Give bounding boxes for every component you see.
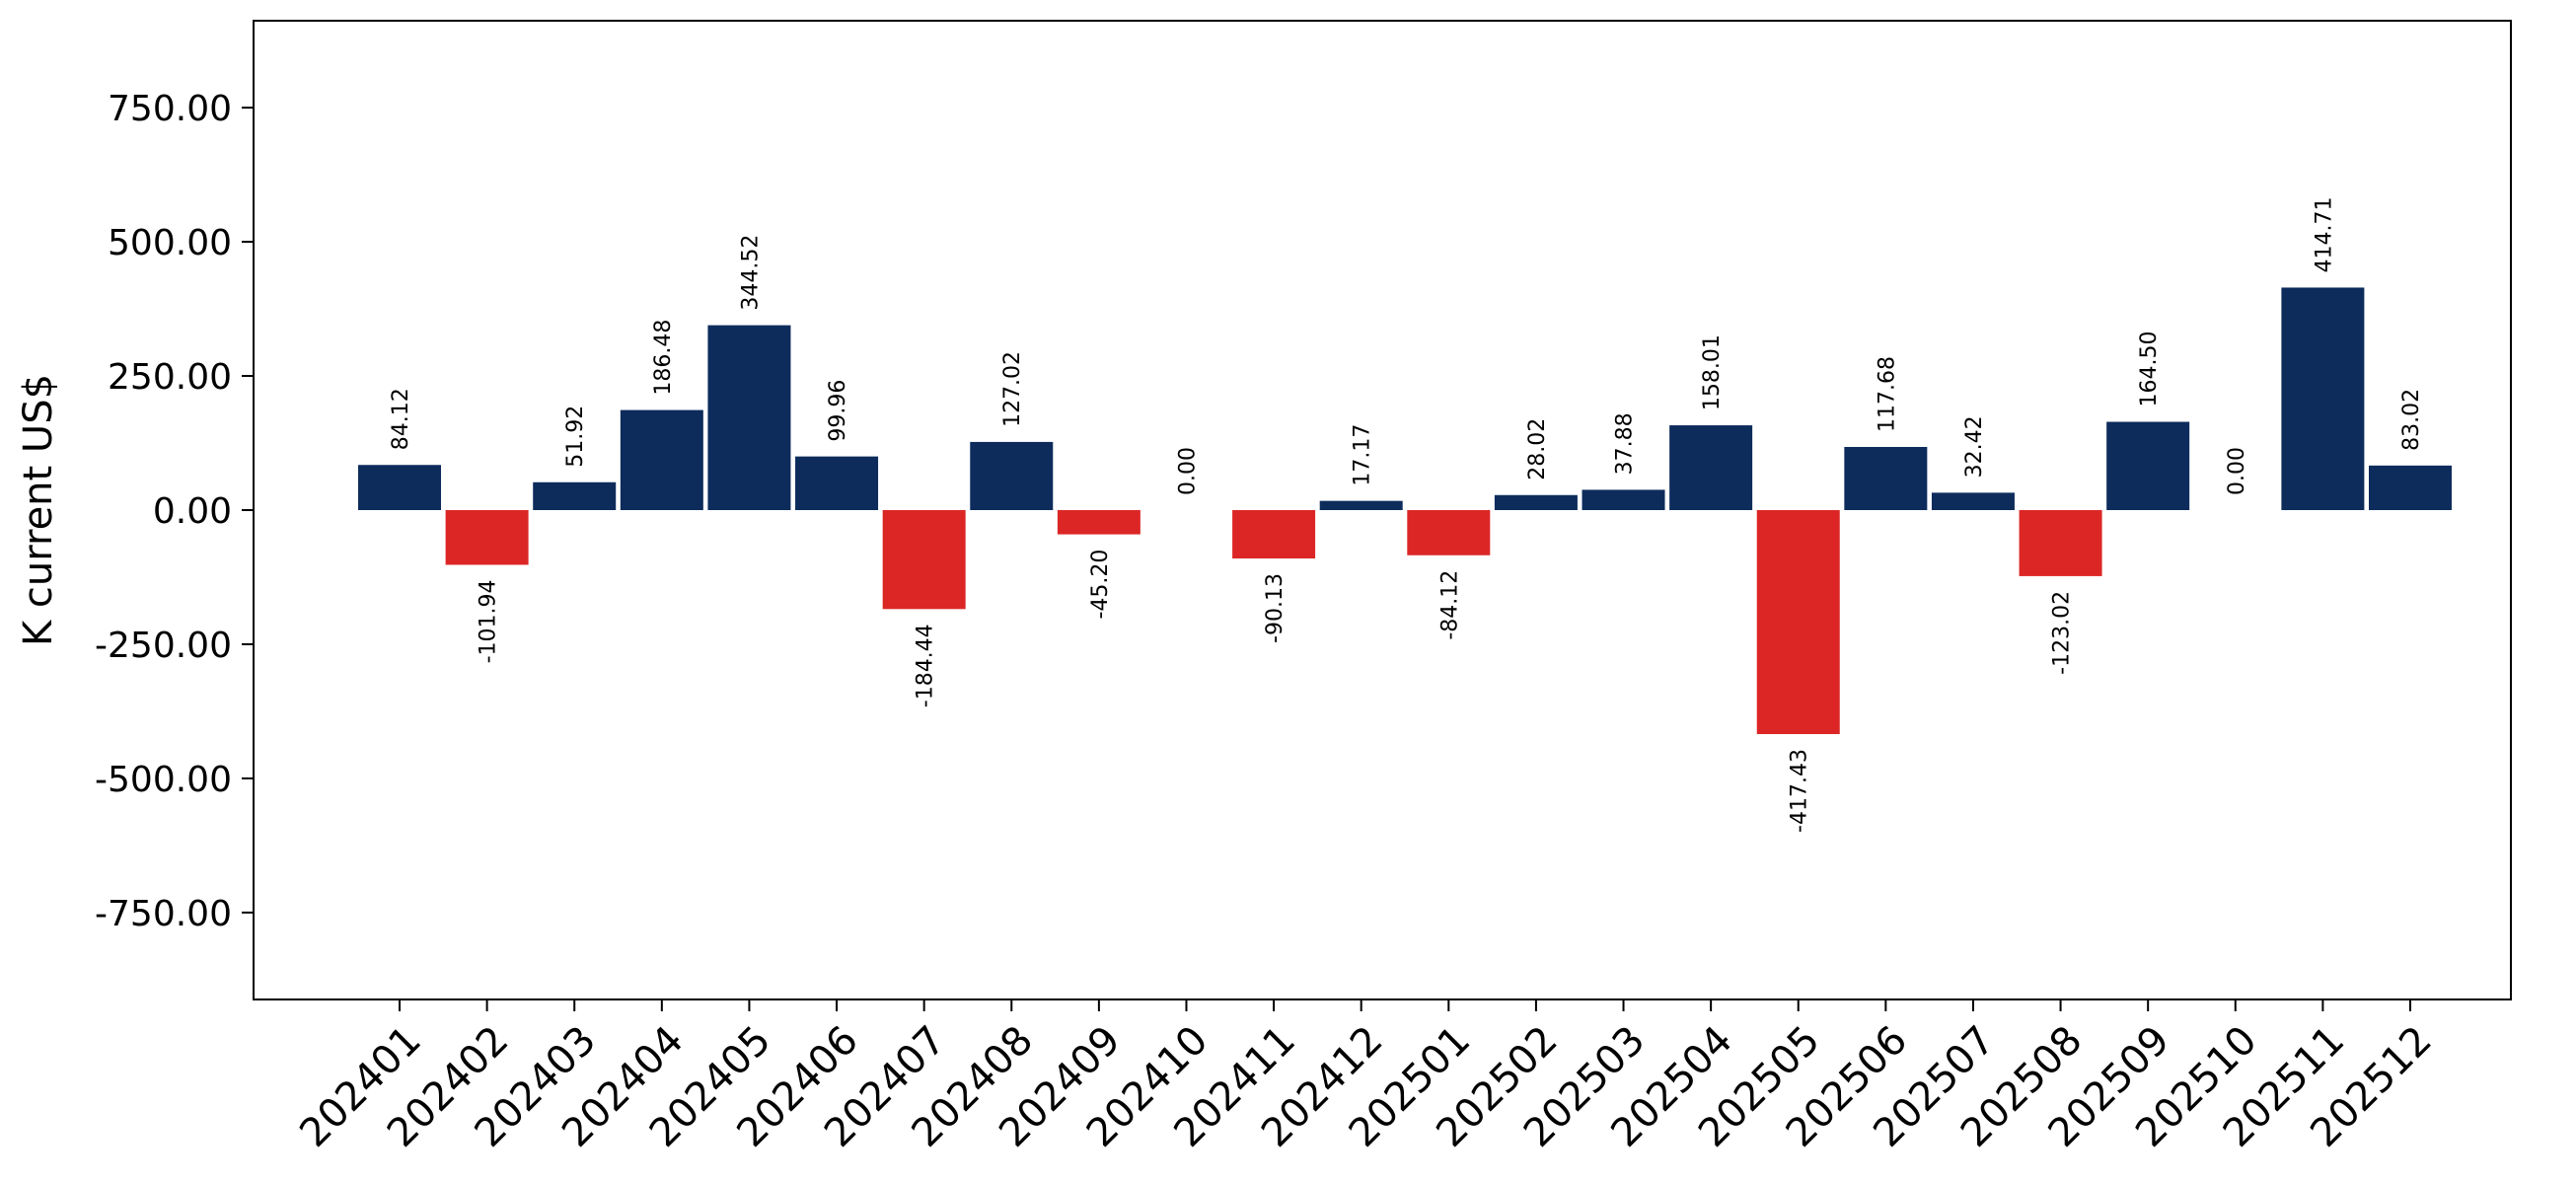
- bar: [2281, 287, 2365, 510]
- bar: [2369, 465, 2452, 510]
- bar-value-label: 51.92: [563, 406, 588, 468]
- plot-frame: [253, 20, 2512, 1000]
- bar-value-label: -417.43: [1788, 749, 1812, 833]
- y-axis: -750.00 -500.00 -250.00 0.00 250.00 500.00 750…: [95, 89, 254, 934]
- bar-value-label: -45.20: [1088, 550, 1113, 620]
- bar-value-label: 32.42: [1962, 415, 1987, 478]
- bar-value-label: 158.01: [1700, 334, 1725, 410]
- bar: [445, 510, 529, 565]
- bar-value-label: -90.13: [1263, 573, 1288, 643]
- bar: [1582, 489, 1665, 510]
- bar-value-label: 0.00: [2225, 447, 2249, 495]
- bar: [795, 456, 879, 510]
- bar-value-label: 83.02: [2399, 389, 2424, 451]
- y-tick-label: 0.00: [153, 491, 232, 532]
- bar: [1494, 494, 1578, 510]
- bar: [1232, 510, 1316, 559]
- bar-value-label: 37.88: [1613, 412, 1638, 475]
- y-tick-label: -250.00: [95, 626, 232, 666]
- bar: [1844, 446, 1928, 510]
- bars-group: [358, 287, 2452, 735]
- bar: [1756, 510, 1840, 735]
- bar-value-label: 127.02: [1000, 351, 1025, 427]
- y-tick-label: 250.00: [108, 357, 232, 398]
- bar-value-label: -101.94: [477, 579, 501, 663]
- y-tick-label: 750.00: [108, 89, 232, 129]
- bar-value-label: 84.12: [389, 388, 413, 450]
- bar: [2019, 510, 2102, 576]
- bar: [533, 481, 617, 510]
- bar-value-label: 164.50: [2137, 332, 2162, 407]
- bar: [970, 441, 1054, 510]
- y-tick-label: -500.00: [95, 760, 232, 800]
- bar-value-label: 186.48: [651, 320, 676, 396]
- bar-value-label: 414.71: [2312, 196, 2336, 272]
- bar-value-label: -184.44: [914, 624, 938, 707]
- bar: [882, 510, 966, 610]
- y-axis-title: K current US$: [16, 374, 61, 646]
- bar-value-label: 28.02: [1525, 418, 1550, 481]
- bar: [1669, 425, 1753, 510]
- y-tick-label: 500.00: [108, 223, 232, 263]
- bar-value-label: -123.02: [2050, 591, 2075, 675]
- bar: [2106, 421, 2190, 510]
- bar-value-label: 99.96: [826, 380, 850, 442]
- bar-value-label: 344.52: [738, 235, 763, 311]
- bar: [1407, 510, 1491, 555]
- bar-value-label: 17.17: [1351, 424, 1375, 486]
- bar: [707, 325, 791, 510]
- data-labels-group: 84.12 -101.94 51.92 186.48 344.52 99.96 -184.4…: [389, 196, 2424, 832]
- bar-value-label: 117.68: [1875, 356, 1899, 432]
- bar: [358, 465, 441, 510]
- bar: [620, 409, 703, 510]
- bar-value-label: -84.12: [1437, 570, 1462, 640]
- bar: [1057, 510, 1141, 535]
- bar-value-label: 0.00: [1175, 447, 1200, 495]
- bar: [1319, 500, 1403, 510]
- bar: [1931, 492, 2015, 510]
- y-tick-label: -750.00: [95, 894, 232, 934]
